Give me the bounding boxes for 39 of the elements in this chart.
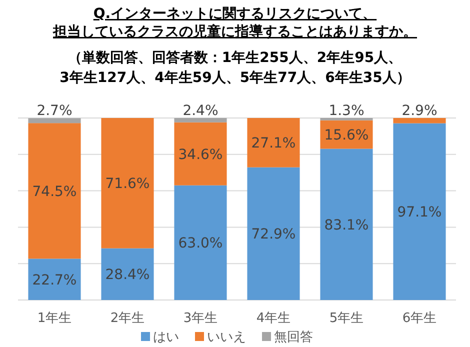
data-label: 97.1% <box>397 204 442 221</box>
bar <box>28 123 81 259</box>
bar <box>101 248 154 300</box>
data-label: 2.7% <box>36 103 72 120</box>
data-label: 72.9% <box>251 226 296 243</box>
chart-title: Q.インターネットに関するリスクについて、担当しているクラスの児童に指導することはありますか。 <box>52 6 417 40</box>
x-tick-label: 4年生 <box>256 311 291 326</box>
data-label: 34.6% <box>178 146 223 163</box>
data-label: 22.7% <box>32 272 77 288</box>
data-label: 2.9% <box>402 103 438 119</box>
data-label: 2.4% <box>182 103 218 119</box>
bar <box>393 123 446 300</box>
bar <box>247 167 300 300</box>
data-label: 27.1% <box>251 136 296 152</box>
bar <box>174 118 227 122</box>
bar <box>174 122 227 186</box>
chart-subtitle: （単数回答、回答者数：1年生255人、2年生95人、3年生127人、4年生59人、5年生77人、6年生35人） <box>60 50 410 86</box>
x-tick-label: 5年生 <box>329 311 364 326</box>
data-label: 15.6% <box>324 128 369 144</box>
x-tick-label: 2年生 <box>110 311 145 326</box>
x-tick-label: 3年生 <box>183 311 218 326</box>
bar <box>393 118 446 124</box>
data-label: 1.3% <box>328 103 364 119</box>
data-label: 74.5% <box>32 184 77 200</box>
data-label: 83.1% <box>324 217 369 234</box>
bar <box>320 148 373 300</box>
x-tick-label: 6年生 <box>402 311 437 326</box>
x-tick-label: 1年生 <box>37 311 72 326</box>
data-label: 63.0% <box>178 236 223 252</box>
legend-label: いいえ <box>207 330 246 345</box>
bar <box>28 258 81 300</box>
bar <box>28 118 81 124</box>
data-label: 71.6% <box>105 176 150 192</box>
data-label: 28.4% <box>105 267 150 284</box>
bar <box>247 118 300 168</box>
legend-label: 無回答 <box>274 330 313 345</box>
bar <box>101 118 154 248</box>
legend-label: はい <box>153 330 179 345</box>
bar <box>174 185 227 300</box>
